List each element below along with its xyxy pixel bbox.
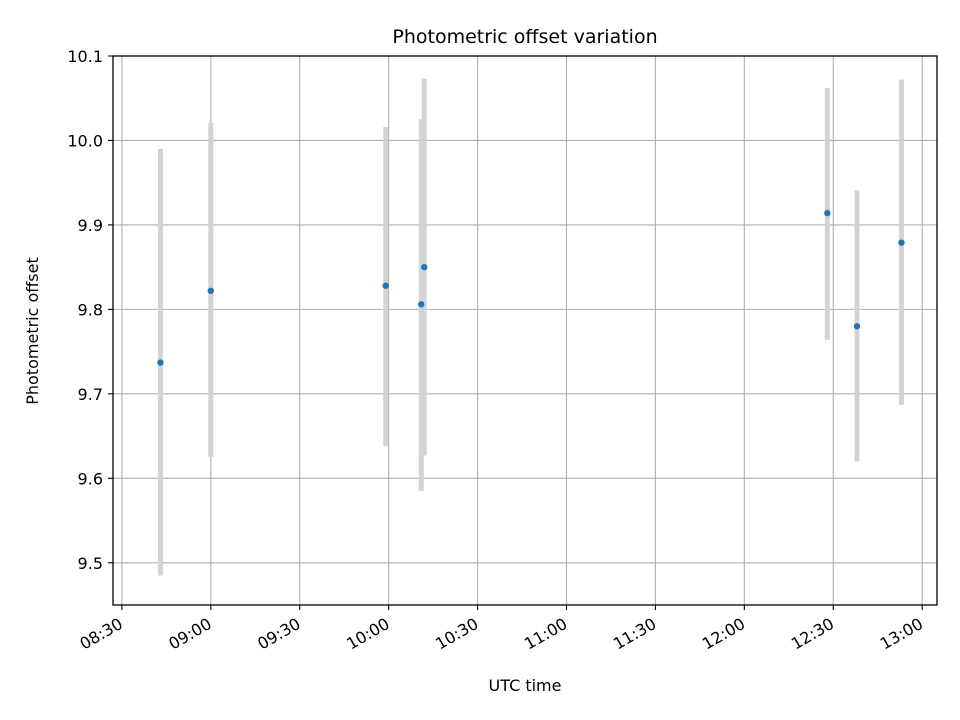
y-tick-label: 9.6 bbox=[78, 469, 103, 488]
y-tick-label: 9.9 bbox=[78, 216, 103, 235]
y-tick-label: 9.5 bbox=[78, 554, 103, 573]
data-point bbox=[157, 359, 164, 366]
y-tick-label: 9.7 bbox=[78, 385, 103, 404]
data-point bbox=[824, 209, 831, 217]
data-point bbox=[421, 263, 428, 271]
data-point bbox=[853, 323, 861, 330]
data-points bbox=[157, 209, 905, 366]
y-tick-label: 9.8 bbox=[78, 300, 103, 319]
data-point bbox=[898, 239, 905, 246]
data-point bbox=[382, 282, 389, 289]
y-axis-ticks: 9.5 9.6 9.7 9.8 9.9 10.0 10.1 bbox=[67, 47, 113, 573]
y-axis-label: Photometric offset bbox=[23, 257, 42, 405]
data-point bbox=[418, 301, 425, 308]
plot-frame bbox=[112, 55, 938, 606]
x-axis-label: UTC time bbox=[489, 676, 562, 695]
y-tick-label: 10.0 bbox=[67, 131, 103, 150]
y-tick-label: 10.1 bbox=[67, 47, 103, 66]
data-point bbox=[207, 287, 215, 295]
chart-title: Photometric offset variation bbox=[392, 26, 657, 48]
